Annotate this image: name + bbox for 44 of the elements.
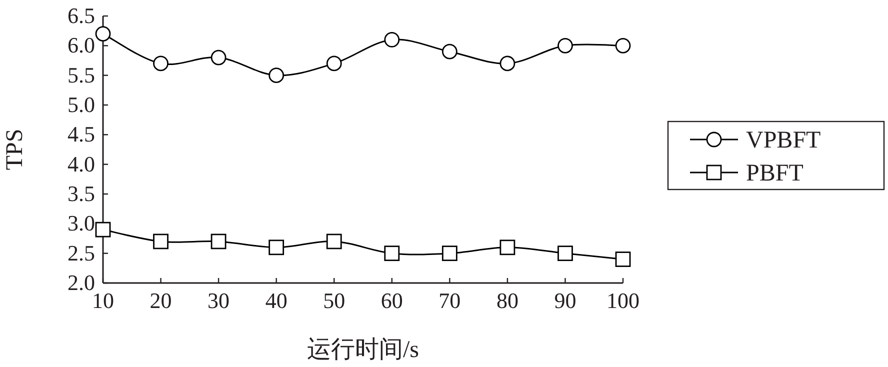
point: [615, 38, 631, 54]
y-axis-title: TPS: [2, 128, 28, 170]
y-tick-label: 4.0: [68, 151, 95, 176]
point: [153, 234, 168, 250]
x-tick-label: 80: [496, 288, 518, 313]
point: [210, 234, 226, 250]
x-tick-label: 90: [554, 288, 576, 313]
point: [326, 234, 342, 250]
point: [384, 246, 400, 262]
x-tick-label: 30: [208, 288, 230, 313]
point: [268, 68, 284, 84]
point: [268, 240, 284, 256]
y-tick-label: 6.0: [68, 32, 95, 58]
y-tick-label: 4.5: [68, 122, 95, 147]
y-tick-label: 2.0: [68, 270, 95, 295]
point: [153, 56, 168, 72]
y-tick-label: 2.5: [68, 240, 95, 266]
y-tick-label: 3.5: [68, 181, 95, 206]
y-tick-label: 3.0: [68, 210, 95, 236]
x-tick-label: 40: [265, 288, 288, 313]
point: [326, 56, 342, 72]
x-tick-label: 60: [380, 288, 403, 313]
point: [95, 26, 111, 42]
point: [442, 246, 458, 262]
x-tick-label: 100: [606, 288, 640, 313]
y-tick-label: 5.0: [68, 92, 95, 117]
x-tick-label: 70: [438, 288, 461, 313]
point: [500, 56, 516, 72]
y-tick-label: 6.5: [68, 3, 95, 28]
legend-label: PBFT: [746, 160, 804, 186]
legend-label: VPBFT: [746, 128, 822, 154]
x-tick-label: 10: [92, 288, 114, 313]
y-tick-label: 5.5: [68, 62, 95, 88]
point: [95, 222, 111, 238]
point: [558, 246, 573, 262]
x-tick-label: 20: [150, 288, 172, 313]
point: [500, 240, 516, 256]
x-tick-label: 50: [323, 288, 346, 313]
point: [384, 32, 400, 48]
point: [558, 38, 573, 54]
x-axis-title: 运行时间/s: [306, 337, 420, 363]
point: [442, 44, 458, 60]
point: [615, 252, 631, 267]
point: [210, 50, 226, 66]
